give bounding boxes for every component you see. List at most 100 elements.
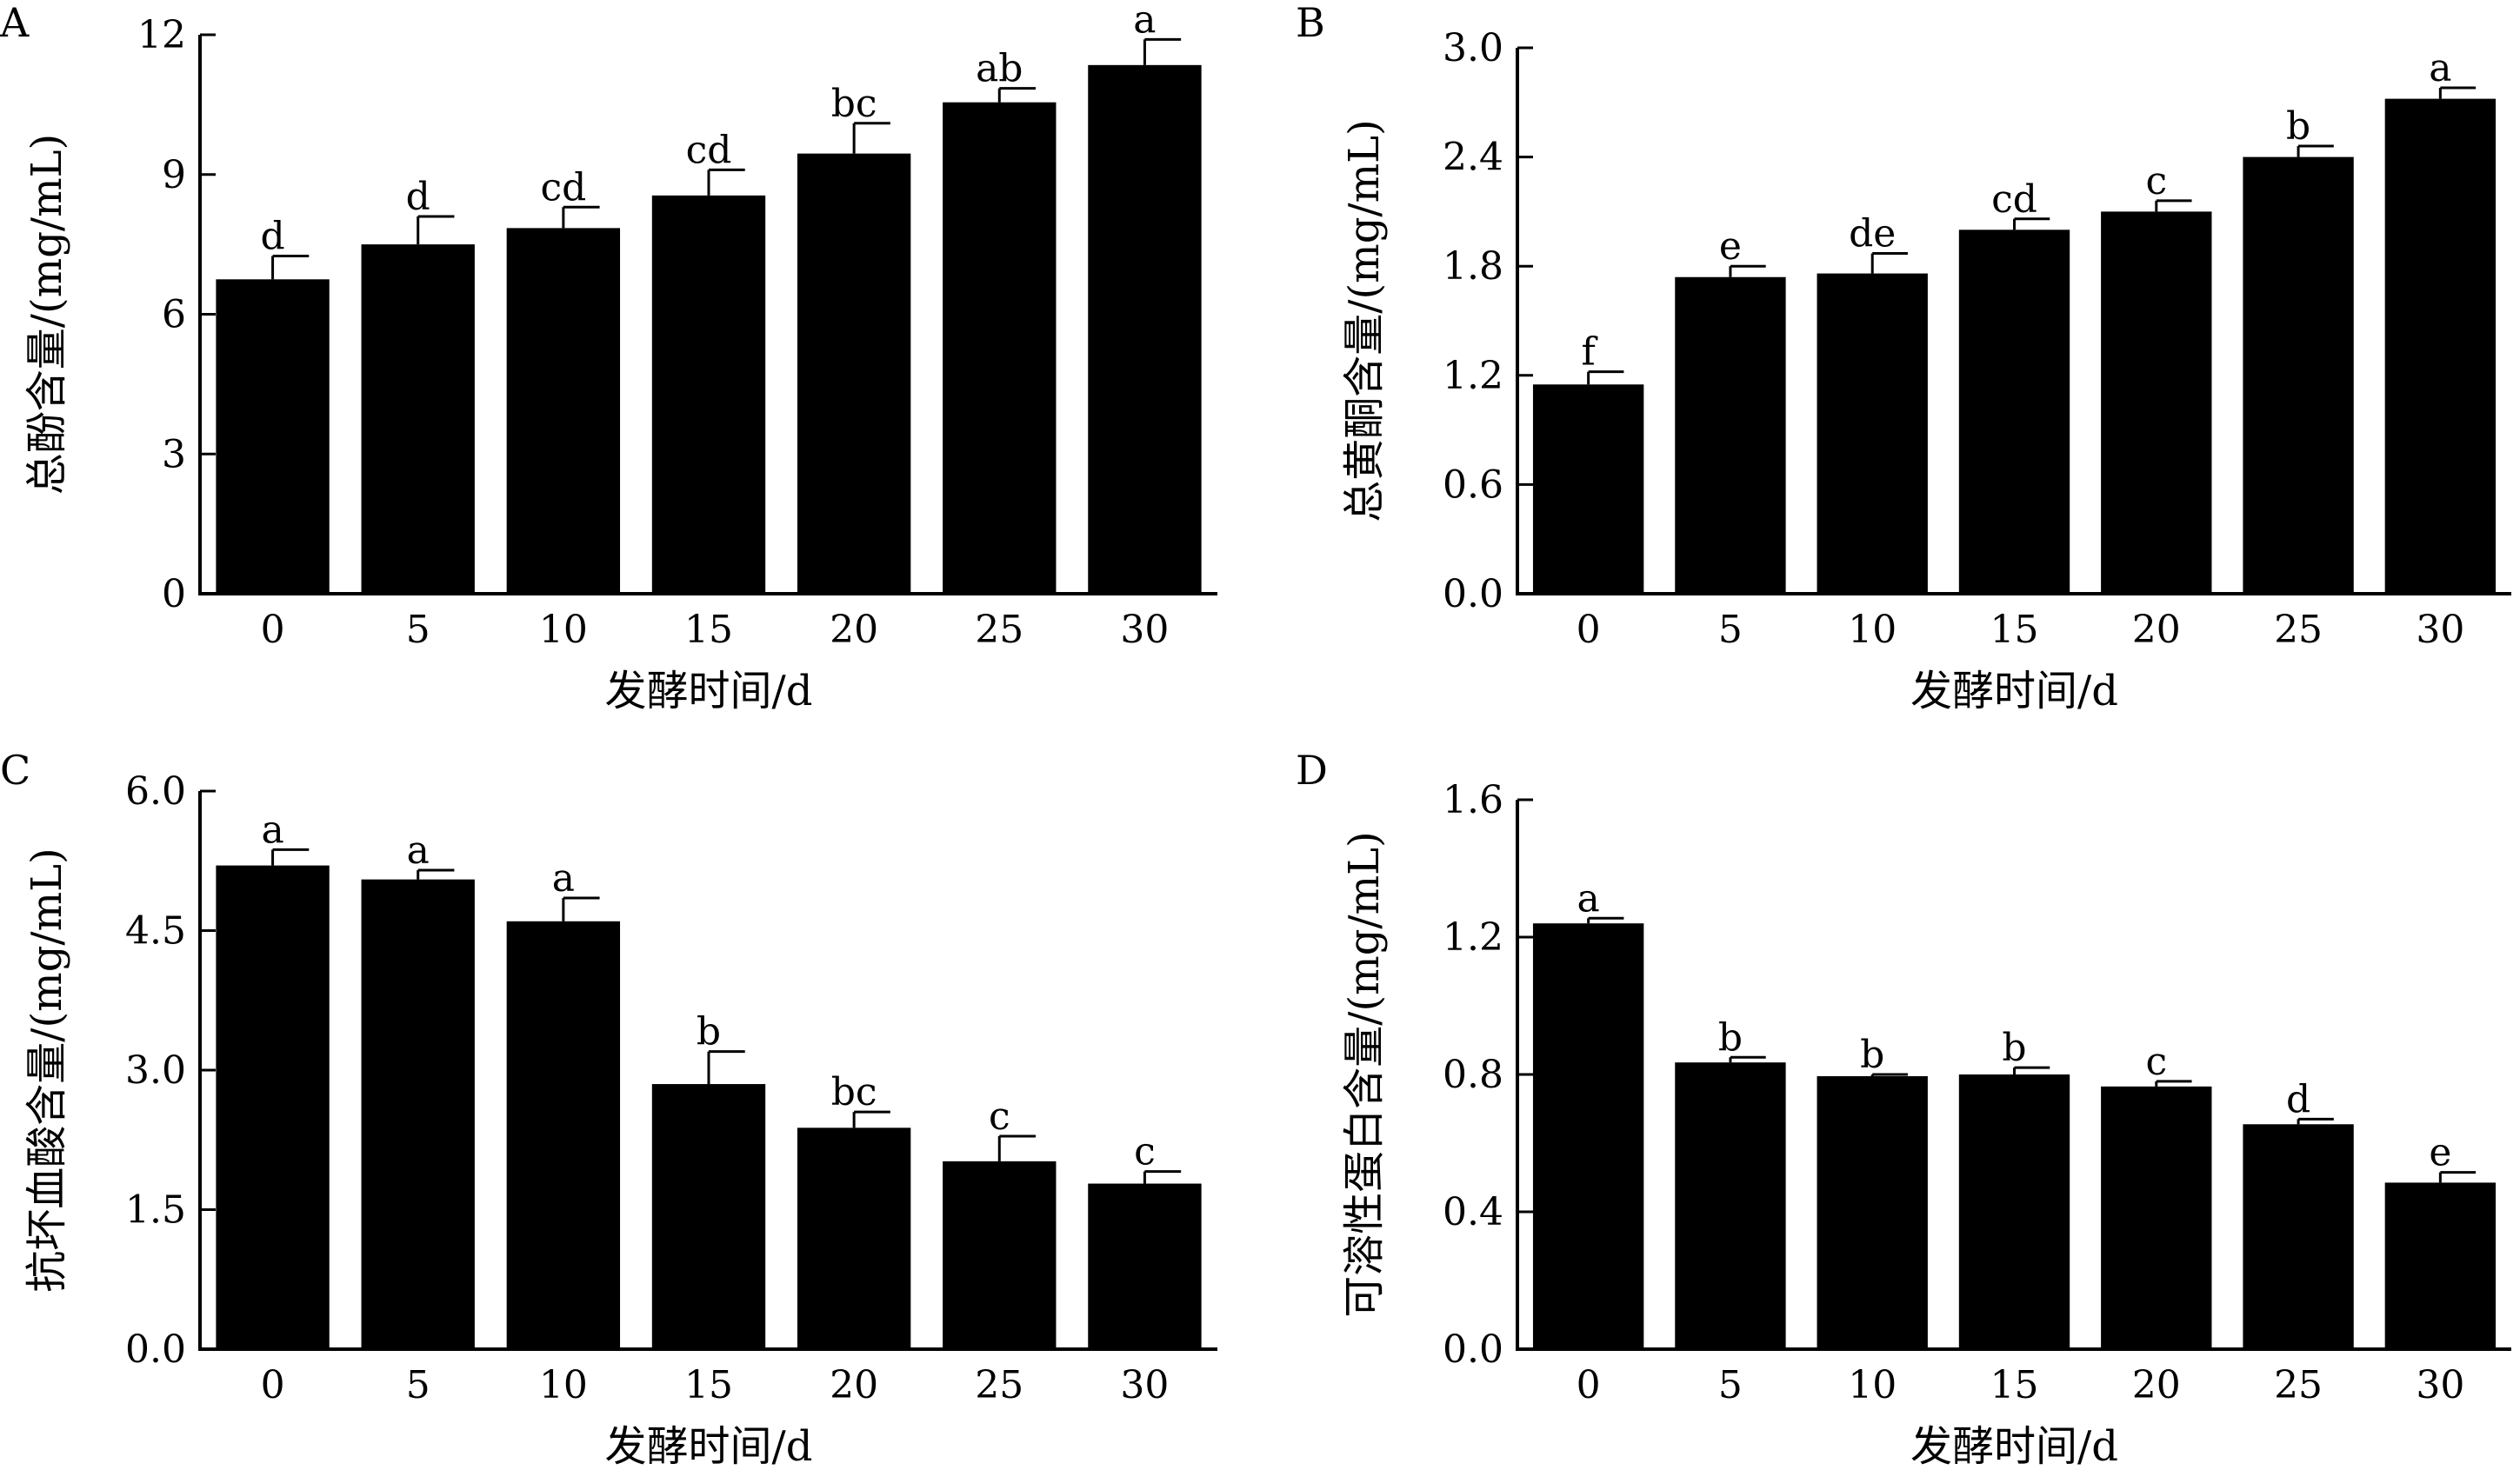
y-tick-label: 3: [162, 432, 186, 476]
bar: [1958, 1074, 2070, 1349]
bar: [1532, 923, 1644, 1349]
x-axis-title: 发酵时间/d: [1910, 667, 2118, 715]
y-tick-label: 1.2: [1443, 354, 1503, 398]
bar: [506, 921, 621, 1349]
y-tick-label: 2.4: [1443, 136, 1503, 180]
x-tick-label: 15: [1990, 1363, 2039, 1407]
bar: [1088, 64, 1202, 595]
bar: [651, 195, 766, 595]
significance-label: f: [1581, 330, 1597, 375]
bar: [943, 102, 1057, 595]
x-tick-label: 20: [830, 608, 878, 652]
y-tick-label: 3.0: [1443, 26, 1503, 70]
panel-label: D: [1296, 747, 1328, 794]
x-tick-label: 25: [2274, 608, 2323, 652]
y-axis-title: 总酚含量/(mg/mL): [23, 134, 71, 495]
significance-label: b: [1718, 1015, 1743, 1060]
y-tick-label: 0: [162, 572, 186, 616]
significance-label: d: [2286, 1077, 2310, 1121]
bar: [1532, 384, 1644, 594]
bar: [943, 1161, 1057, 1349]
panel-b: B 0.0 0.6 1.2 1.8 2.4 3.0 f 0 e 5 de 10 cd 15 c 20 b 25 a 30…: [1296, 0, 2511, 715]
y-axis-title: 可溶性蛋白含量/(mg/mL): [1340, 831, 1389, 1317]
y-tick-label: 1.6: [1443, 778, 1503, 822]
significance-label: b: [697, 1010, 721, 1054]
x-axis-title: 发酵时间/d: [605, 1422, 813, 1470]
bar: [2384, 1182, 2497, 1349]
y-tick-label: 0.0: [125, 1327, 186, 1372]
significance-label: e: [2429, 1131, 2451, 1175]
x-tick-label: 25: [975, 608, 1023, 652]
y-tick-label: 0.0: [1443, 572, 1503, 616]
bar: [2384, 98, 2497, 594]
x-axis-title: 发酵时间/d: [605, 667, 813, 715]
significance-label: d: [406, 175, 430, 219]
x-tick-label: 10: [539, 1363, 588, 1407]
bar: [1817, 1075, 1928, 1349]
y-tick-label: 0.4: [1443, 1190, 1503, 1234]
significance-label: cd: [686, 128, 732, 172]
x-tick-label: 0: [261, 608, 285, 652]
panel-label: B: [1296, 0, 1325, 46]
bar: [797, 153, 911, 594]
bar: [1088, 1183, 1202, 1349]
x-tick-label: 20: [2132, 1363, 2181, 1407]
significance-label: c: [2145, 1040, 2167, 1084]
x-axis-title: 发酵时间/d: [1910, 1422, 2118, 1470]
significance-label: b: [2002, 1026, 2026, 1070]
y-tick-label: 4.5: [125, 909, 186, 954]
bar: [2243, 156, 2354, 594]
bar: [216, 279, 330, 594]
significance-label: a: [1577, 876, 1600, 921]
significance-label: cd: [1991, 177, 2037, 222]
x-tick-label: 5: [1718, 1363, 1743, 1407]
y-tick-label: 0.6: [1443, 462, 1503, 507]
y-axis-title: 总黄酮含量/(mg/mL): [1340, 119, 1389, 522]
panel-d: D 0.0 0.4 0.8 1.2 1.6 a 0 b 5 b 10 b 15 c 20 d 25 e 30 发酵时间/…: [1296, 747, 2511, 1470]
significance-label: b: [2286, 104, 2310, 149]
significance-label: cd: [540, 165, 586, 210]
bar: [361, 244, 475, 594]
panel-a: A 0 3 6 9 12 d 0 d 5 cd 10 cd 15 bc 20 ab 25 a 30 发酵时间/d 总酚含量…: [0, 0, 1217, 715]
y-tick-label: 1.5: [125, 1188, 186, 1233]
bar: [651, 1084, 766, 1349]
y-tick-label: 1.8: [1443, 244, 1503, 289]
significance-label: c: [1134, 1130, 1156, 1174]
significance-label: c: [989, 1094, 1010, 1139]
significance-label: e: [1719, 224, 1742, 269]
x-tick-label: 10: [1848, 608, 1897, 652]
x-tick-label: 30: [1120, 608, 1169, 652]
bar: [1958, 229, 2070, 594]
bar: [2101, 211, 2212, 594]
x-tick-label: 5: [406, 608, 430, 652]
x-tick-label: 15: [684, 608, 733, 652]
y-tick-label: 3.0: [125, 1048, 186, 1093]
bar: [1675, 1062, 1786, 1349]
y-tick-label: 6.0: [125, 769, 186, 814]
significance-label: a: [2429, 46, 2451, 90]
bar: [1817, 273, 1928, 594]
significance-label: bc: [831, 1070, 877, 1114]
bar: [216, 865, 330, 1349]
x-tick-label: 25: [2274, 1363, 2323, 1407]
panel-label: C: [0, 747, 30, 794]
significance-label: b: [1860, 1033, 1884, 1077]
x-tick-label: 15: [684, 1363, 733, 1407]
panel-c: C 0.0 1.5 3.0 4.5 6.0 a 0 a 5 a 10 b 15 bc 20 c 25 c 30 发酵时间…: [0, 747, 1217, 1470]
x-tick-label: 20: [2132, 608, 2181, 652]
x-tick-label: 30: [2416, 608, 2464, 652]
bar: [2101, 1086, 2212, 1349]
bar: [797, 1127, 911, 1349]
x-tick-label: 25: [975, 1363, 1023, 1407]
y-tick-label: 0.0: [1443, 1327, 1503, 1372]
x-tick-label: 10: [539, 608, 588, 652]
y-tick-label: 0.8: [1443, 1053, 1503, 1097]
significance-label: a: [407, 828, 430, 873]
bar: [1675, 276, 1786, 594]
x-tick-label: 20: [830, 1363, 878, 1407]
significance-label: c: [2145, 159, 2167, 203]
significance-label: bc: [831, 82, 877, 126]
x-tick-label: 10: [1848, 1363, 1897, 1407]
significance-label: d: [260, 215, 284, 259]
